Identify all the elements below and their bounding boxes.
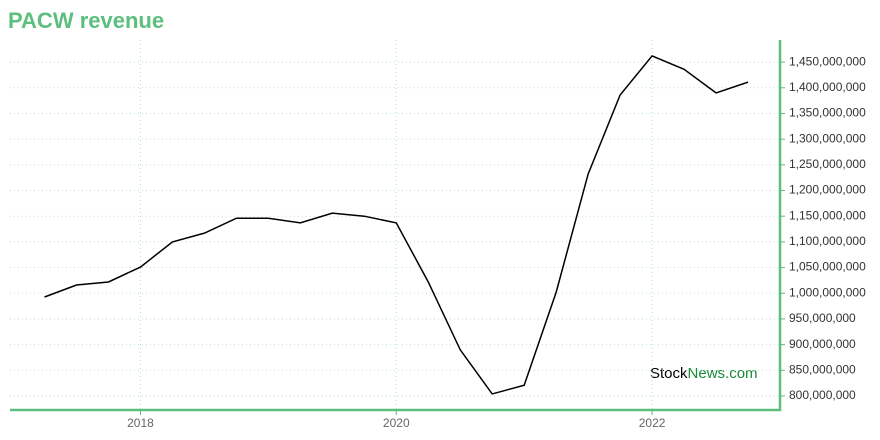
y-tick-label: 1,150,000,000: [789, 208, 866, 222]
y-tick-label: 1,450,000,000: [789, 54, 866, 68]
y-tick-label: 800,000,000: [789, 388, 856, 402]
y-tick-label: 1,400,000,000: [789, 80, 866, 94]
chart-title: PACW revenue: [8, 8, 164, 33]
y-tick-label: 1,100,000,000: [789, 234, 866, 248]
y-tick-label: 1,000,000,000: [789, 285, 866, 299]
y-tick-label: 1,050,000,000: [789, 260, 866, 274]
y-tick-label: 850,000,000: [789, 362, 856, 376]
watermark-stock: Stock: [650, 365, 688, 382]
x-tick-label: 2020: [383, 416, 410, 430]
x-tick-label: 2022: [639, 416, 666, 430]
watermark: StockNews.com: [650, 365, 758, 382]
y-tick-label: 1,200,000,000: [789, 183, 866, 197]
y-tick-label: 900,000,000: [789, 337, 856, 351]
y-tick-label: 1,300,000,000: [789, 131, 866, 145]
y-tick-label: 1,250,000,000: [789, 157, 866, 171]
y-tick-label: 1,350,000,000: [789, 106, 866, 120]
y-tick-label: 950,000,000: [789, 311, 856, 325]
x-tick-label: 2018: [127, 416, 154, 430]
line-series: [44, 55, 749, 395]
watermark-news: News.com: [688, 365, 758, 382]
